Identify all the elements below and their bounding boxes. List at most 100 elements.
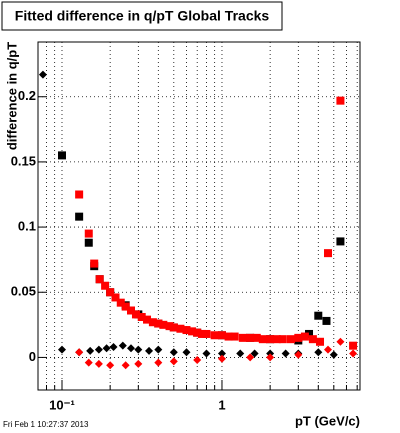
marker — [137, 313, 146, 322]
marker — [316, 337, 325, 346]
marker — [246, 333, 255, 342]
marker — [281, 349, 290, 358]
marker — [246, 353, 255, 362]
title-box — [1, 1, 283, 31]
marker — [308, 335, 317, 344]
marker — [165, 322, 174, 331]
marker — [57, 345, 66, 354]
marker — [349, 341, 358, 350]
frame — [37, 41, 361, 391]
marker — [131, 310, 140, 319]
marker — [238, 333, 247, 342]
marker — [111, 293, 120, 302]
marker — [90, 259, 99, 268]
marker — [314, 311, 323, 320]
marker — [75, 212, 84, 221]
marker — [210, 331, 219, 340]
marker — [148, 318, 157, 327]
x-tick-label: 10⁻¹ — [49, 397, 75, 412]
marker — [169, 357, 178, 366]
marker — [250, 349, 259, 358]
marker — [154, 345, 163, 354]
marker — [106, 288, 115, 297]
marker — [134, 345, 143, 354]
y-tick-label: 0.1 — [18, 219, 36, 234]
marker — [106, 361, 115, 370]
y-tick-label: 0 — [29, 349, 36, 364]
y-axis-label: difference in q/pT — [4, 42, 19, 150]
marker — [38, 70, 47, 79]
marker — [230, 332, 239, 341]
marker — [300, 332, 309, 341]
marker — [224, 332, 233, 341]
marker — [116, 298, 125, 307]
y-tick-label: 0.05 — [11, 284, 36, 299]
marker — [84, 238, 93, 247]
marker — [75, 348, 84, 357]
marker — [176, 324, 185, 333]
marker — [202, 329, 211, 338]
y-tick-label: 0.2 — [18, 88, 36, 103]
marker — [127, 344, 136, 353]
marker — [182, 326, 191, 335]
marker — [202, 349, 211, 358]
x-axis-label: pT (GeV/c) — [295, 413, 360, 428]
marker — [95, 275, 104, 284]
marker — [154, 319, 163, 328]
marker — [217, 349, 226, 358]
marker — [102, 344, 111, 353]
marker — [305, 329, 314, 338]
marker — [154, 358, 163, 367]
marker — [118, 341, 127, 350]
marker — [188, 327, 197, 336]
marker — [193, 356, 202, 365]
marker — [336, 237, 345, 246]
marker — [217, 331, 226, 340]
chart-title: Fitted difference in q/pT Global Tracks — [15, 8, 270, 24]
marker — [169, 323, 178, 332]
marker — [266, 335, 275, 344]
marker — [121, 302, 130, 311]
marker — [278, 335, 287, 344]
marker — [101, 281, 110, 290]
marker — [236, 349, 245, 358]
marker — [336, 96, 345, 105]
marker — [84, 358, 93, 367]
y-tick-label: 0.15 — [11, 153, 36, 168]
marker — [169, 348, 178, 357]
marker — [324, 345, 333, 354]
marker — [57, 151, 66, 160]
marker — [182, 348, 191, 357]
marker — [258, 335, 267, 344]
marker — [314, 348, 323, 357]
marker — [75, 190, 84, 199]
marker — [134, 359, 143, 368]
x-tick-label: 1 — [218, 397, 225, 412]
marker — [197, 329, 206, 338]
marker — [143, 315, 152, 324]
marker — [94, 345, 103, 354]
marker — [84, 229, 93, 238]
marker — [286, 335, 295, 344]
marker — [252, 333, 261, 342]
marker — [159, 320, 168, 329]
marker — [336, 337, 345, 346]
marker — [86, 346, 95, 355]
marker — [109, 342, 118, 351]
marker — [294, 333, 303, 342]
marker — [294, 350, 303, 359]
marker — [324, 249, 333, 258]
marker — [193, 328, 202, 337]
marker — [349, 349, 358, 358]
timestamp: Fri Feb 1 10:27:37 2013 — [3, 420, 89, 429]
marker — [217, 354, 226, 363]
marker — [127, 306, 136, 315]
marker — [266, 353, 275, 362]
marker — [322, 316, 331, 325]
marker — [121, 361, 130, 370]
marker — [272, 335, 281, 344]
marker — [329, 350, 338, 359]
marker — [94, 359, 103, 368]
marker — [145, 346, 154, 355]
